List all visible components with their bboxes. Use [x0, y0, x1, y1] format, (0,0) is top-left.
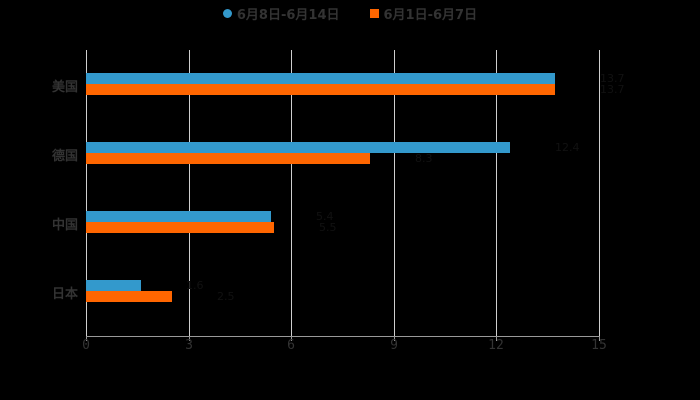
- axis-tick-label: 0: [82, 338, 90, 353]
- gridline: [394, 50, 395, 336]
- legend-circle-icon: [222, 9, 232, 18]
- legend-square-icon: [369, 9, 379, 18]
- category-label: 美国: [51, 80, 78, 95]
- legend-item-week2[interactable]: 6月8日-6月14日: [222, 4, 340, 23]
- bar-value-label: 5.4: [316, 210, 334, 223]
- bar-value-label: 5.5: [319, 221, 337, 234]
- axis-tick-label: 9: [390, 338, 398, 353]
- category-label: 德国: [51, 149, 78, 164]
- bar-week2[interactable]: [86, 142, 510, 153]
- axis-tick: [599, 336, 600, 341]
- bar-week2[interactable]: [86, 73, 555, 84]
- gridline: [189, 50, 190, 336]
- gridline: [599, 50, 600, 336]
- axis-tick: [496, 336, 497, 341]
- bar-value-label: 12.4: [555, 141, 580, 154]
- bar-week2[interactable]: [86, 280, 141, 291]
- gridline: [291, 50, 292, 336]
- axis-tick: [189, 336, 190, 341]
- axis-tick: [291, 336, 292, 341]
- legend-label: 6月8日-6月14日: [236, 8, 340, 23]
- gridline: [86, 50, 87, 336]
- gridline: [496, 50, 497, 336]
- bar-week1[interactable]: [86, 84, 555, 95]
- bar-week1[interactable]: [86, 153, 370, 164]
- category-label: 日本: [51, 287, 78, 302]
- bar-value-label: 13.7: [600, 83, 625, 96]
- bar-value-label: 1.6: [186, 279, 204, 292]
- legend-label: 6月1日-6月7日: [383, 8, 478, 23]
- bar-week1[interactable]: [86, 291, 172, 302]
- bar-value-label: 8.3: [415, 152, 433, 165]
- axis-tick: [394, 336, 395, 341]
- legend-item-week1[interactable]: 6月1日-6月7日: [369, 4, 478, 23]
- bar-week2[interactable]: [86, 211, 271, 222]
- axis-tick: [86, 336, 87, 341]
- bar-value-label: 13.7: [600, 72, 625, 85]
- category-label: 中国: [51, 218, 78, 233]
- axis-tick-label: 3: [185, 338, 193, 353]
- chart-legend: 6月8日-6月14日 6月1日-6月7日: [0, 4, 700, 23]
- bar-value-label: 2.5: [217, 290, 235, 303]
- bar-week1[interactable]: [86, 222, 274, 233]
- axis-tick-label: 15: [591, 338, 607, 353]
- x-axis-line: [86, 336, 600, 337]
- axis-tick-label: 6: [287, 338, 295, 353]
- axis-tick-label: 12: [488, 338, 504, 353]
